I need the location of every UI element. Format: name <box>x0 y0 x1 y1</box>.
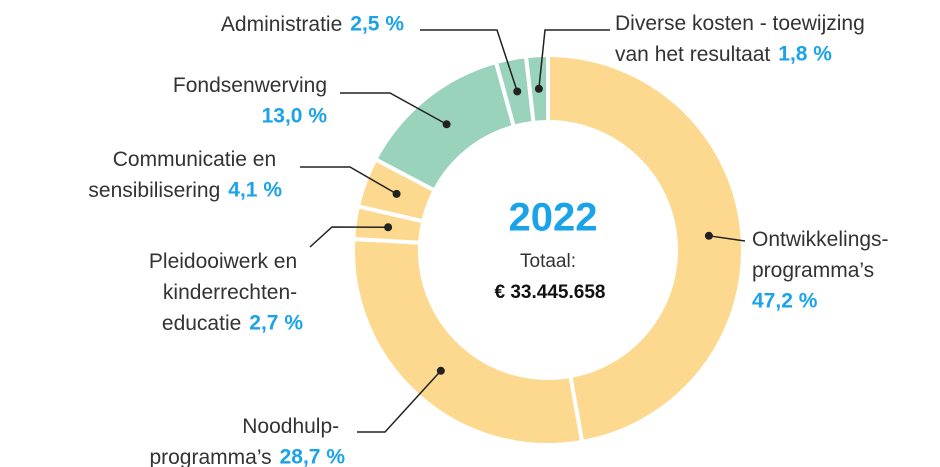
slice-label: Diverse kosten - toewijzing van het resu… <box>615 12 871 66</box>
leader-dot <box>534 84 543 93</box>
leader-line <box>538 29 610 89</box>
value-label: 13,0 % <box>262 105 328 128</box>
leader-dot <box>436 366 445 375</box>
leader-dot <box>392 189 401 198</box>
leader-line <box>708 235 746 242</box>
value-label: 2,5 % <box>350 13 404 36</box>
label-line: educatie <box>162 312 241 335</box>
leader-line <box>309 226 389 248</box>
label-line: Communicatie en <box>113 148 276 171</box>
leader-line <box>420 29 518 92</box>
value-label: 1,8 % <box>778 43 832 66</box>
slice-label: Ontwikkelings- programma’s <box>752 228 894 282</box>
value-label: 2,7 % <box>249 312 303 335</box>
center-label: Totaal: <box>520 251 576 272</box>
slice <box>351 236 585 447</box>
label-line: Pleidooiwerk en <box>149 250 297 273</box>
leader-dot <box>513 87 522 96</box>
slice-label: Administratie <box>221 13 342 36</box>
slice-label: Communicatie en sensibilisering <box>88 148 282 202</box>
total: € 33.445.658 <box>495 282 606 303</box>
value-label: 4,1 % <box>228 179 282 202</box>
label-line: van het resultaat <box>615 43 770 66</box>
label-line: kinderrechten- <box>163 281 297 304</box>
slice <box>546 52 745 445</box>
label-line: Fondsenwerving <box>173 74 327 97</box>
value-label: 28,7 % <box>280 446 346 467</box>
leader-line <box>300 166 397 195</box>
slice-label: Noodhulp- programma’s <box>149 415 345 467</box>
value-label: 47,2 % <box>752 290 818 313</box>
leader-line <box>340 92 447 125</box>
label-line: Noodhulp- <box>242 415 339 438</box>
label-line: programma’s <box>752 259 874 282</box>
label-line: Diverse kosten - toewijzing <box>615 12 865 35</box>
label-line: Ontwikkelings- <box>752 228 889 251</box>
label-line: sensibilisering <box>88 179 220 202</box>
label-line: programma’s <box>149 446 271 467</box>
label-line: Administratie <box>221 13 342 36</box>
leader-line <box>357 370 442 433</box>
slice-label: Fondsenwerving <box>173 74 327 97</box>
center-title: 2022 <box>509 196 598 240</box>
leader-dot <box>704 231 713 240</box>
slice-label: Pleidooiwerk en kinderrechten- educatie <box>149 250 303 335</box>
leader-dot <box>442 120 451 129</box>
leader-dot <box>384 223 393 232</box>
